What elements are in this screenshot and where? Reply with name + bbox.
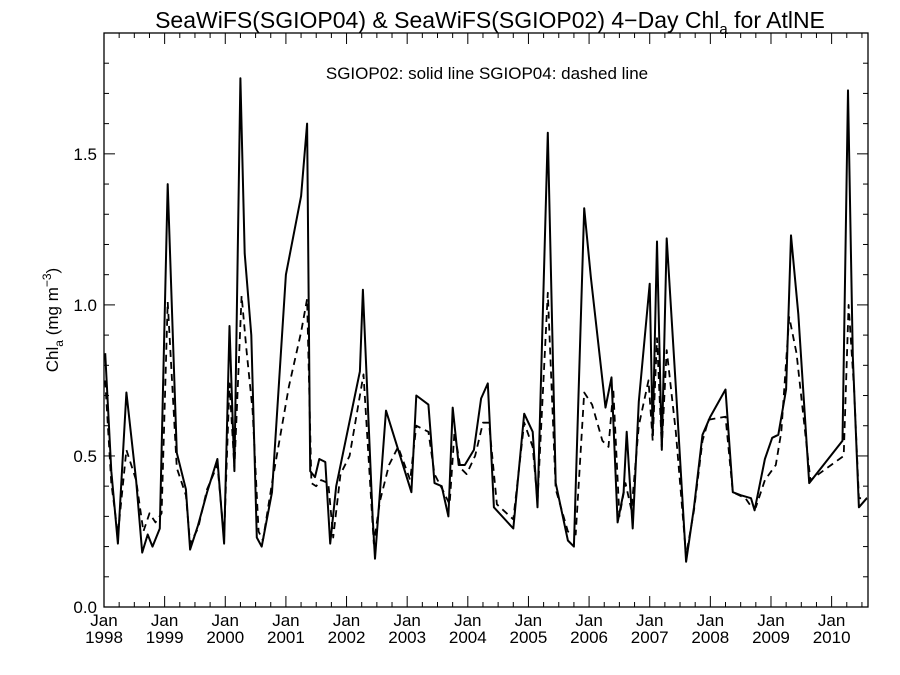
x-tick-year-label: 2010 — [813, 628, 851, 647]
x-tick-year-label: 2009 — [752, 628, 790, 647]
x-tick-month-label: Jan — [272, 611, 299, 630]
x-tick-month-label: Jan — [757, 611, 784, 630]
x-tick-month-label: Jan — [393, 611, 420, 630]
axis-ticks — [103, 33, 868, 608]
y-axis-label: Chla (mg m−3) — [40, 268, 66, 372]
x-tick-month-label: Jan — [818, 611, 845, 630]
plot-frame — [103, 32, 869, 608]
y-tick-label: 1.0 — [73, 296, 97, 315]
y-tick-label: 0.0 — [73, 598, 97, 617]
series-line-solid — [104, 77, 868, 563]
x-tick-year-label: 1998 — [85, 628, 123, 647]
x-tick-year-label: 2006 — [570, 628, 608, 647]
x-tick-year-label: 2001 — [267, 628, 305, 647]
legend-text: SGIOP02: solid line SGIOP04: dashed line — [326, 64, 648, 83]
x-tick-month-label: Jan — [697, 611, 724, 630]
x-tick-year-label: 2002 — [328, 628, 366, 647]
x-tick-month-label: Jan — [333, 611, 360, 630]
chart-title: SeaWiFS(SGIOP04) & SeaWiFS(SGIOP02) 4−Da… — [155, 7, 825, 38]
x-tick-year-label: 2005 — [510, 628, 548, 647]
series-layer — [104, 77, 868, 563]
x-tick-month-label: Jan — [515, 611, 542, 630]
x-tick-month-label: Jan — [575, 611, 602, 630]
x-tick-month-label: Jan — [151, 611, 178, 630]
axis-tick-labels: 0.00.51.01.5Jan1998Jan1999Jan2000Jan2001… — [73, 145, 850, 647]
x-tick-year-label: 1999 — [146, 628, 184, 647]
x-tick-month-label: Jan — [454, 611, 481, 630]
x-tick-year-label: 2000 — [206, 628, 244, 647]
x-tick-year-label: 2003 — [388, 628, 426, 647]
x-tick-month-label: Jan — [212, 611, 239, 630]
y-tick-label: 1.5 — [73, 145, 97, 164]
x-tick-year-label: 2004 — [449, 628, 487, 647]
x-tick-month-label: Jan — [90, 611, 117, 630]
x-tick-month-label: Jan — [636, 611, 663, 630]
x-tick-year-label: 2007 — [631, 628, 669, 647]
x-tick-year-label: 2008 — [691, 628, 729, 647]
y-tick-label: 0.5 — [73, 447, 97, 466]
series-line-dashed — [104, 291, 867, 557]
